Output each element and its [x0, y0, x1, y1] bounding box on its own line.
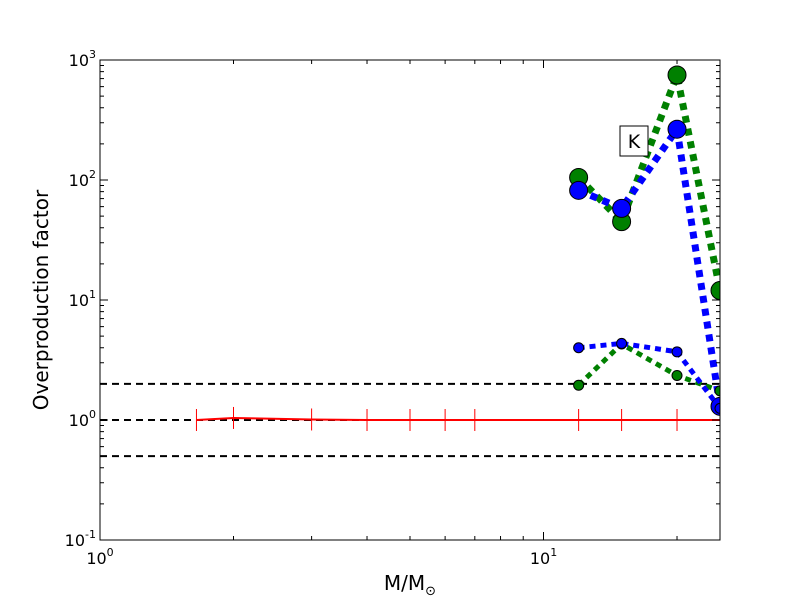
axis-ticks [99, 59, 720, 541]
series-line-4 [578, 340, 720, 410]
y-tick-label: 102 [69, 168, 96, 190]
series-marker-3 [671, 369, 683, 381]
series-marker-1 [667, 65, 687, 85]
series-marker-4 [573, 342, 585, 354]
x-axis-label-subscript: ⊙ [425, 584, 436, 599]
data-series [195, 62, 720, 431]
x-tick-label: 101 [530, 546, 557, 568]
x-axis-label: M/M⊙ [384, 571, 436, 599]
series-marker-3 [573, 379, 585, 391]
series-marker-1 [710, 281, 720, 300]
series-marker-4 [714, 402, 720, 414]
series-marker-2 [667, 119, 687, 139]
plot-area [100, 60, 720, 540]
annotation-box: K [619, 125, 649, 157]
x-tick-label: 100 [86, 546, 113, 568]
y-tick-label: 10-1 [65, 528, 96, 550]
y-tick-label: 103 [69, 48, 96, 70]
series-marker-4 [671, 346, 683, 358]
y-tick-label: 101 [69, 288, 96, 310]
y-axis-label: Overproduction factor [29, 189, 53, 410]
plot-frame [99, 59, 721, 541]
series-marker-2 [612, 198, 632, 218]
series-marker-3 [714, 385, 720, 397]
annotation-label: K [628, 131, 641, 153]
series-line-2 [577, 120, 720, 407]
series-line-1 [576, 62, 720, 292]
series-marker-4 [616, 337, 628, 349]
series-marker-2 [569, 180, 589, 200]
y-tick-label: 100 [69, 408, 96, 430]
